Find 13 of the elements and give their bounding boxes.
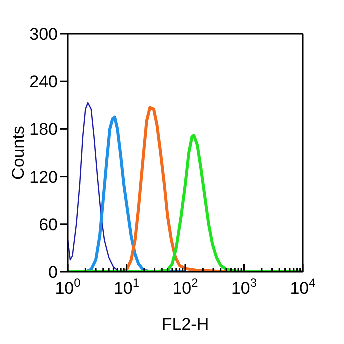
y-tick-label: 240 (30, 72, 58, 92)
y-tick-label: 120 (30, 168, 58, 187)
y-axis-title: Counts (9, 126, 28, 180)
y-tick-label: 180 (30, 120, 58, 140)
y-tick-label: 60 (39, 215, 58, 234)
x-tick-label: 10$^{4}$ (290, 276, 316, 298)
x-tick-label: 10$^{1}$ (114, 276, 140, 298)
x-tick-label: 10$^{2}$ (172, 276, 199, 298)
y-tick-label: 0 (48, 263, 58, 282)
x-tick-label: 10$^{3}$ (231, 276, 258, 298)
x-tick-label: 10$^{0}$ (55, 276, 82, 298)
x-axis-title: FL2-H (162, 315, 210, 334)
y-tick-label: 300 (30, 25, 58, 44)
